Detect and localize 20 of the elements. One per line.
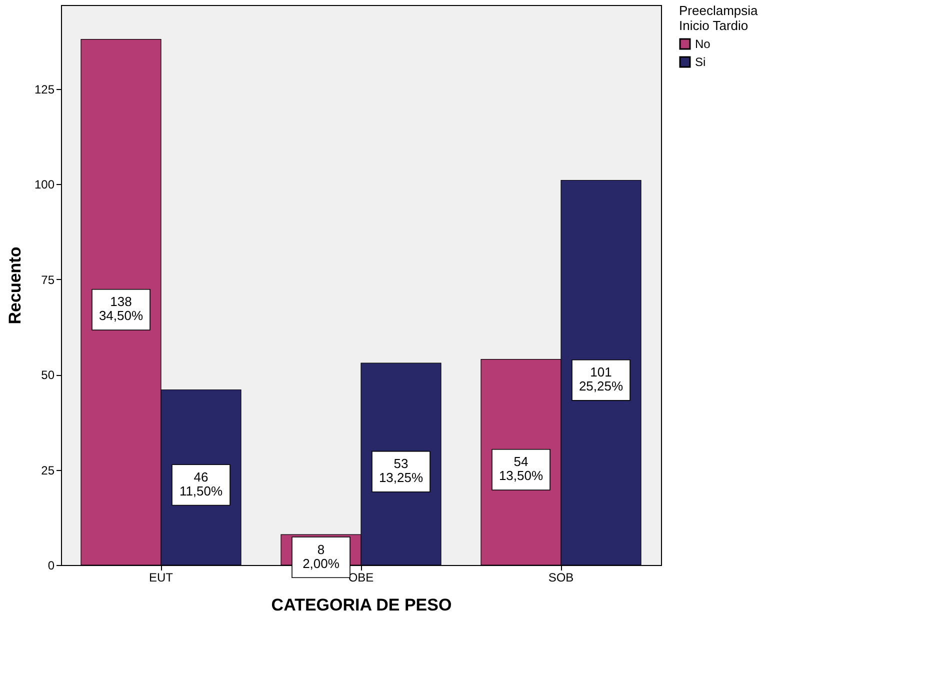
data-label: 101 25,25%: [578, 364, 624, 394]
x-tick-label: SOB: [548, 570, 574, 584]
x-tick-label: OBE: [348, 570, 374, 584]
data-label: 53 13,25%: [378, 456, 424, 486]
legend-title: Preeclampsia Inicio Tardio: [679, 3, 759, 33]
x-tick-label: EUT: [149, 570, 174, 584]
y-axis-title: Recuento: [5, 246, 24, 324]
data-label: 54 13,50%: [498, 454, 544, 484]
y-tick-label: 100: [34, 178, 55, 192]
y-tick-label: 25: [41, 463, 55, 478]
data-label: 8 2,00%: [302, 542, 340, 571]
data-label: 46 11,50%: [179, 469, 223, 498]
data-label: 138 34,50%: [98, 294, 144, 324]
legend-label: No: [695, 37, 711, 51]
y-tick-label: 0: [48, 558, 55, 572]
x-axis-title: CATEGORIA DE PESO: [271, 596, 452, 614]
y-tick-label: 125: [34, 82, 55, 96]
y-tick-label: 50: [41, 368, 55, 382]
y-tick-label: 75: [41, 272, 55, 287]
legend-label: Si: [695, 55, 706, 69]
